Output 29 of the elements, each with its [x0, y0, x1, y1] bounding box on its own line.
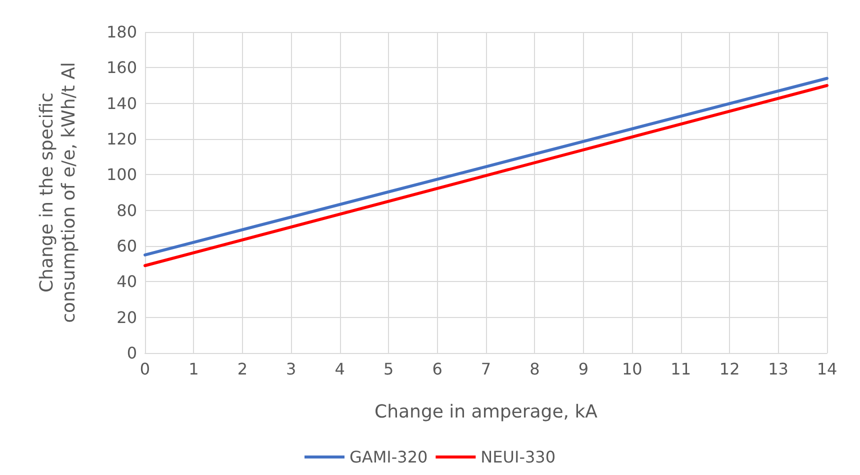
x-tick-label: 9 — [578, 360, 589, 378]
x-tick-label: 0 — [140, 360, 150, 378]
y-tick-label: 20 — [116, 308, 137, 327]
x-tick-label: 11 — [670, 360, 692, 378]
x-axis-title: Change in amperage, kA — [374, 402, 598, 422]
x-tick-label: 4 — [334, 360, 345, 378]
x-tick-label: 14 — [816, 360, 838, 378]
legend-label: NEUI-330 — [480, 448, 556, 466]
y-tick-label: 180 — [106, 22, 137, 42]
x-tick-label: 2 — [237, 360, 248, 378]
y-tick-label: 40 — [116, 272, 137, 292]
y-tick-label: 120 — [106, 130, 137, 148]
y-tick-label: 0 — [126, 344, 137, 362]
y-tick-label: 100 — [106, 165, 137, 184]
y-tick-label: 80 — [116, 200, 137, 220]
y-tick-label: 140 — [106, 94, 137, 113]
x-tick-label: 8 — [530, 360, 540, 378]
legend-label: GAMI-320 — [350, 448, 428, 466]
y-tick-label: 160 — [106, 58, 137, 78]
x-tick-label: 7 — [480, 360, 492, 378]
x-tick-label: 12 — [719, 360, 740, 378]
x-tick-label: 13 — [768, 360, 788, 378]
x-tick-label: 10 — [622, 360, 642, 378]
y-axis-title: Change in the specific consumption of e/e, kWh/t Al — [36, 62, 80, 323]
x-tick-label: 3 — [286, 360, 296, 378]
x-tick-label: 1 — [188, 360, 199, 378]
x-tick-label: 6 — [432, 360, 442, 378]
x-tick-label: 5 — [383, 360, 394, 378]
y-tick-label: 60 — [116, 236, 137, 256]
